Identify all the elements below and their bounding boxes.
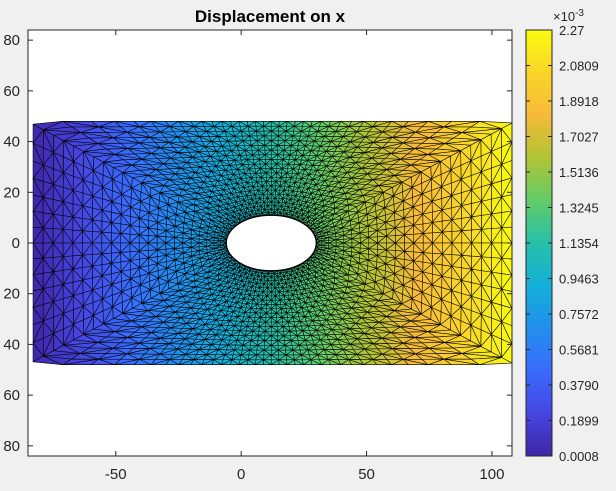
mesh-element [221, 121, 233, 127]
mesh-element [32, 226, 44, 244]
mesh-layer [32, 121, 512, 365]
mesh-element [32, 288, 44, 308]
mesh-element [32, 320, 44, 344]
colorbar-tick-label: 2.0809 [559, 59, 599, 74]
colorbar-tick-label: 0.7572 [559, 307, 599, 322]
mesh-element [310, 359, 322, 365]
y-tick-label: 80 [3, 438, 20, 455]
colorbar-tick-label: 0.9463 [559, 272, 599, 287]
x-axis: -50 0 50 100 [105, 30, 504, 483]
mesh-element [501, 343, 512, 364]
mesh-element [32, 194, 44, 212]
y-tick-label: 0 [12, 235, 20, 252]
x-tick-label: 0 [237, 466, 245, 483]
mesh-element [178, 121, 194, 127]
y-tick-label: 60 [3, 83, 20, 100]
colorbar-ticks: 2.27 2.0809 1.8918 1.7027 1.5136 1.3245 1.1354… [526, 23, 599, 464]
hole [225, 214, 318, 272]
mesh-element [238, 121, 249, 127]
mesh-element [32, 257, 44, 275]
colorbar-tick-label: 1.1354 [559, 236, 599, 251]
colorbar-tick-label: 0.1899 [559, 414, 599, 429]
mesh-element [165, 359, 180, 365]
y-tick-label: 20 [3, 184, 20, 201]
colorbar-exponent: ×10-3 [553, 8, 584, 24]
y-tick-label: 40 [3, 336, 20, 353]
mesh-element [402, 359, 429, 365]
mesh-element [32, 123, 44, 144]
mesh-element [501, 141, 512, 165]
x-tick-label: 100 [479, 466, 504, 483]
mesh-element [270, 121, 280, 127]
mesh-element [133, 359, 152, 365]
mesh-element [114, 121, 140, 127]
y-tick-label: 80 [3, 32, 20, 49]
y-tick-label: 60 [3, 387, 20, 404]
mesh-element [278, 359, 288, 365]
x-tick-label: 50 [358, 466, 375, 483]
mesh-element [372, 359, 392, 365]
mesh-element [201, 121, 215, 127]
chart-title: Displacement on x [195, 7, 346, 26]
mesh-element [427, 121, 452, 128]
colorbar-tick-label: 1.5136 [559, 165, 599, 180]
colorbar-tick-label: 1.7027 [559, 130, 599, 145]
mesh-element [340, 121, 352, 127]
mesh-element [443, 358, 481, 365]
colorbar-tick-label: 0.0008 [559, 449, 599, 464]
mesh-element [363, 121, 378, 127]
mesh-element [62, 121, 99, 128]
mesh-element [230, 359, 240, 365]
mesh-element [211, 359, 222, 365]
mesh-element [90, 358, 115, 365]
mesh-element [263, 359, 272, 365]
mesh-element [348, 359, 364, 365]
colorbar-tick-label: 1.3245 [559, 201, 599, 216]
mesh-element [501, 307, 512, 326]
mesh-element [501, 274, 512, 292]
mesh-element [32, 355, 64, 365]
mesh-element [247, 359, 256, 365]
mesh-element [391, 121, 409, 127]
mesh-element [255, 121, 264, 127]
colorbar: ×10-3 2.27 2.0809 1.8918 1.7027 1.5136 1.3245… [525, 8, 599, 464]
mesh-element [32, 160, 44, 179]
mesh-element [303, 121, 313, 127]
mesh-element [294, 359, 304, 365]
colorbar-tick-label: 1.8918 [559, 94, 599, 109]
x-tick-label: -50 [105, 466, 127, 483]
mesh-element [286, 121, 296, 127]
colorbar-tick-label: 2.27 [559, 23, 584, 38]
mesh-element [501, 242, 512, 260]
mesh-element [501, 210, 512, 229]
mesh-element [320, 121, 331, 127]
colorbar-tick-label: 0.3790 [559, 378, 599, 393]
mesh-element [190, 359, 203, 365]
mesh-element [150, 121, 170, 127]
y-axis: 80 60 40 20 0 20 40 60 80 [3, 32, 512, 455]
y-tick-label: 40 [3, 134, 20, 151]
colorbar-tick-label: 0.5681 [559, 343, 599, 358]
y-tick-label: 20 [3, 286, 20, 303]
mesh-element [479, 121, 512, 129]
mesh-element [328, 359, 342, 365]
